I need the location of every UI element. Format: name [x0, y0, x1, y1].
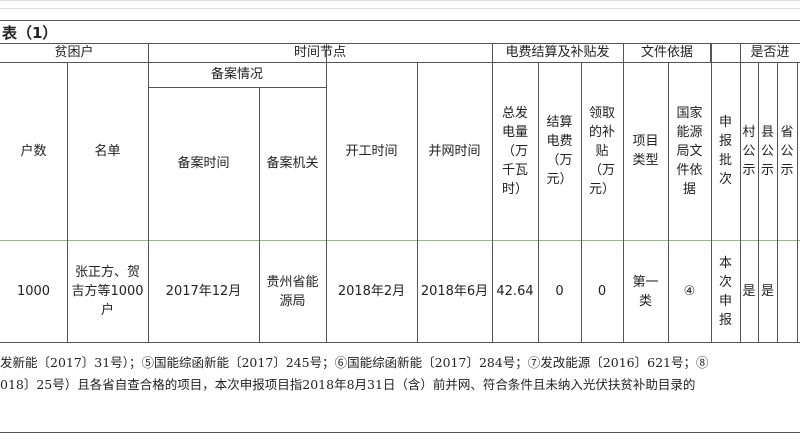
border-line: [0, 342, 800, 343]
header-names: 名单: [94, 143, 121, 159]
header-record: 备案情况: [210, 67, 263, 82]
border-line: [0, 432, 800, 433]
header-docs: 文件依据: [640, 45, 693, 60]
cell-village[interactable]: 是: [742, 284, 756, 299]
column-line: [492, 43, 493, 342]
cell-subsidy[interactable]: 0: [597, 284, 607, 299]
border-line: [0, 20, 800, 21]
header-record-org: 备案机关: [266, 156, 319, 171]
header-households: 户数: [20, 143, 47, 159]
cell-grid[interactable]: 2018年6月: [420, 284, 489, 299]
cell-batch[interactable]: 本次申报: [718, 255, 732, 328]
header-start: 开工时间: [345, 143, 398, 159]
header-settle: 结算电费（万元）: [546, 115, 573, 187]
header-batch: 申报批次: [718, 115, 732, 187]
column-line: [710, 43, 711, 63]
header-province: 省公示: [780, 124, 794, 178]
column-line: [67, 62, 68, 342]
header-county: 县公示: [761, 124, 775, 178]
header-public: 是否进: [750, 45, 790, 60]
cell-settle[interactable]: 0: [555, 284, 564, 299]
header-type: 项目类型: [632, 134, 659, 168]
border-line: [0, 240, 800, 241]
cell-record_time[interactable]: 2017年12月: [165, 284, 242, 299]
grid-line: [0, 8, 800, 9]
column-line: [711, 43, 712, 342]
column-line: [417, 62, 418, 342]
column-line: [777, 62, 778, 342]
header-subsidy: 领取的补贴（万元）: [588, 105, 615, 197]
cell-province[interactable]: [777, 241, 797, 342]
cell-type[interactable]: 第一类: [632, 274, 659, 309]
cell-county[interactable]: 是: [761, 284, 775, 299]
header-grid: 并网时间: [428, 143, 481, 159]
cell-record_org[interactable]: 贵州省能源局: [266, 274, 319, 309]
cell-gen[interactable]: 42.64: [496, 284, 534, 299]
cell-start[interactable]: 2018年2月: [337, 284, 406, 299]
table-title: 表（1）: [2, 24, 58, 42]
column-line: [581, 62, 582, 342]
note-line: 发新能〔2017〕31号）；⑤国能综函新能〔2017〕245号；⑥国能综函新能〔…: [0, 355, 709, 370]
column-line: [740, 43, 741, 342]
grid-line: [0, 0, 800, 1]
cell-names[interactable]: 张正方、贺吉方等1000户: [71, 265, 144, 318]
border-line: [0, 43, 800, 44]
column-line: [326, 43, 327, 342]
note-line: 018〕25号）且各省自查合格的项目，本次申报项目指2018年8月31日（含）前…: [0, 377, 696, 392]
header-gen: 总发电量（万千瓦时）: [501, 105, 528, 197]
column-line: [148, 43, 149, 342]
header-fee: 电费结算及补贴发: [505, 45, 610, 60]
column-line: [797, 62, 798, 342]
column-line: [623, 43, 624, 342]
cell-nea[interactable]: ④: [683, 284, 696, 299]
column-line: [259, 87, 260, 342]
column-line: [758, 62, 759, 342]
header-time: 时间节点: [293, 45, 346, 60]
column-line: [668, 62, 669, 342]
column-line: [538, 62, 539, 342]
border-line: [0, 62, 800, 63]
header-nea: 国家能源局文件依据: [676, 105, 703, 197]
notes: 发新能〔2017〕31号）；⑤国能综函新能〔2017〕245号；⑥国能综函新能〔…: [0, 352, 708, 396]
header-poor: 贫困户: [54, 45, 94, 60]
header-record-time: 备案时间: [177, 156, 230, 171]
cell-households[interactable]: 1000: [16, 284, 51, 299]
header-village: 村公示: [742, 124, 756, 178]
border-line: [148, 87, 327, 88]
